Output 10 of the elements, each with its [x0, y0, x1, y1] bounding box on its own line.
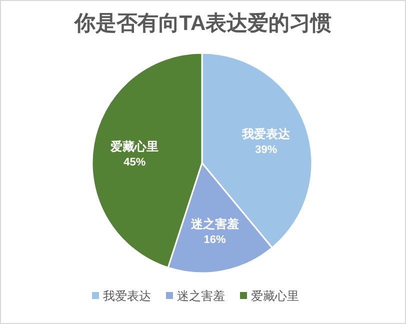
legend-label: 爱藏心里	[251, 289, 299, 303]
chart-title: 你是否有向TA表达爱的习惯	[73, 12, 332, 35]
slice-label: 我爱表达	[241, 126, 292, 141]
data-label: 16%	[204, 234, 226, 246]
slice-label: 迷之害羞	[190, 216, 239, 231]
slice-label: 爱藏心里	[110, 139, 159, 154]
legend-label: 迷之害羞	[177, 289, 225, 303]
data-label: 39%	[255, 144, 278, 156]
data-label: 45%	[124, 156, 146, 168]
legend-label: 我爱表达	[103, 289, 151, 303]
